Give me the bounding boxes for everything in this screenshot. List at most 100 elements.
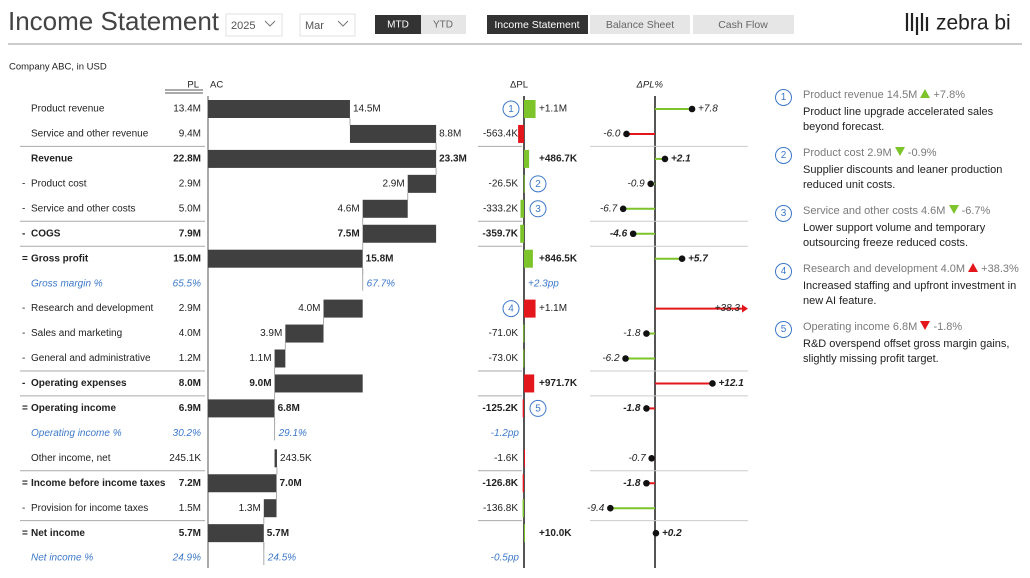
subtitle: Company ABC, in USD bbox=[9, 62, 107, 73]
row-label: Sales and marketing bbox=[31, 328, 122, 339]
dplp-label: -6.0 bbox=[603, 129, 621, 140]
tab[interactable] bbox=[693, 15, 794, 34]
ac-label: 5.7M bbox=[267, 528, 289, 539]
ac-bar bbox=[208, 249, 363, 268]
ac-label: 24.5% bbox=[267, 553, 296, 564]
row-prefix: = bbox=[22, 403, 28, 414]
ac-label: 9.0M bbox=[249, 378, 271, 389]
row-label: Product cost bbox=[31, 178, 87, 189]
comment-title: Service and other costs 4.6M -6.7% bbox=[803, 204, 1020, 219]
mtd-label: MTD bbox=[387, 20, 409, 31]
comment-body: Service and other costs 4.6M -6.7% Lower … bbox=[803, 204, 1020, 251]
dpl-bar bbox=[520, 199, 524, 218]
dplp-dot bbox=[622, 355, 629, 362]
dpl-label: -359.7K bbox=[482, 228, 518, 239]
dplp-label: -1.8 bbox=[623, 328, 641, 339]
trend-arrow bbox=[920, 89, 931, 98]
comment-delta: +7.8% bbox=[933, 89, 965, 101]
dplp-label: -1.8 bbox=[623, 478, 641, 489]
pl-value: 2.9M bbox=[179, 178, 201, 189]
comment-number: 4 bbox=[775, 263, 792, 280]
pl-value: 5.0M bbox=[179, 203, 201, 214]
pl-value: 8.0M bbox=[179, 378, 201, 389]
dplp-dot bbox=[629, 230, 637, 238]
dpl-bar bbox=[522, 399, 524, 418]
ac-label: 243.5K bbox=[280, 453, 312, 464]
row-label: Product revenue bbox=[31, 104, 105, 115]
trend-arrow-shape bbox=[894, 147, 905, 156]
ac-bar bbox=[274, 349, 286, 368]
dpl-bar bbox=[524, 149, 530, 168]
pl-value: 15.0M bbox=[173, 253, 201, 264]
dpl-label: -1.6K bbox=[494, 453, 518, 464]
ac-bar bbox=[362, 199, 408, 218]
comment-heading: Operating income 6.8M bbox=[803, 321, 918, 333]
ac-label: 29.1% bbox=[278, 428, 307, 439]
mtd-button[interactable] bbox=[375, 15, 421, 34]
ac-label: 4.6M bbox=[337, 203, 359, 214]
chevron bbox=[264, 20, 276, 27]
comment-delta: -6.7% bbox=[961, 205, 991, 217]
ac-label: 7.5M bbox=[337, 228, 359, 239]
tab-label: Income Statement bbox=[494, 19, 579, 31]
ac-bar bbox=[349, 124, 437, 143]
comment-title: Research and development 4.0M +38.3% bbox=[803, 262, 1020, 277]
pl-value: 4.0M bbox=[179, 328, 201, 339]
ac-bar bbox=[407, 174, 437, 193]
row-label: General and administrative bbox=[31, 353, 151, 364]
pl-value: 22.8M bbox=[173, 154, 201, 165]
comment: 3 Service and other costs 4.6M -6.7% Lower… bbox=[775, 204, 1020, 251]
tab[interactable] bbox=[590, 15, 690, 34]
comment: 4 Research and development 4.0M +38.3% Inc… bbox=[775, 262, 1020, 309]
ytd-button[interactable] bbox=[421, 15, 466, 34]
note-number: 4 bbox=[508, 304, 514, 315]
ac-label: 15.8M bbox=[366, 253, 394, 264]
page-title: Income Statement bbox=[8, 6, 220, 36]
ac-label: 67.7% bbox=[367, 278, 395, 289]
dplp-label: -0.9 bbox=[627, 178, 645, 189]
ac-label: 1.3M bbox=[239, 503, 261, 514]
dpl-label: +486.7K bbox=[539, 154, 578, 165]
dplp-label: -1.8 bbox=[623, 403, 641, 414]
dpl-bar bbox=[518, 124, 524, 143]
comment-heading: Product cost 2.9M bbox=[803, 147, 892, 159]
dplp-dot bbox=[652, 529, 660, 537]
pl-value: 30.2% bbox=[173, 428, 201, 439]
row-prefix: = bbox=[22, 528, 28, 539]
dplp-dot bbox=[643, 479, 650, 487]
ac-label: 7.0M bbox=[280, 478, 302, 489]
month-dropdown[interactable] bbox=[299, 13, 356, 37]
ac-label: 1.1M bbox=[249, 353, 271, 364]
ac-label: 6.8M bbox=[278, 403, 300, 414]
column-header: ΔPL% bbox=[636, 80, 664, 91]
row-label: Other income, net bbox=[31, 453, 111, 464]
dplp-dot bbox=[643, 405, 650, 412]
row-label: Service and other costs bbox=[31, 203, 136, 214]
row-label: Net income bbox=[31, 528, 85, 539]
dplp-dot bbox=[619, 205, 627, 213]
dpl-label: -1.2pp bbox=[491, 428, 520, 439]
comment-number: 3 bbox=[775, 205, 792, 222]
dpl-bar bbox=[524, 524, 525, 543]
comment-body: Product revenue 14.5M +7.8% Product line … bbox=[803, 88, 1020, 135]
comment-title: Product cost 2.9M -0.9% bbox=[803, 146, 1020, 161]
comment-title: Product revenue 14.5M +7.8% bbox=[803, 88, 1020, 103]
trend-arrow bbox=[894, 147, 905, 156]
ac-bar bbox=[208, 399, 275, 418]
dpl-bar bbox=[522, 474, 524, 493]
note-marker bbox=[529, 200, 547, 218]
year-dropdown[interactable] bbox=[225, 13, 283, 37]
dpl-bar bbox=[524, 374, 535, 393]
dplp-label: -6.7 bbox=[600, 203, 618, 214]
chevron bbox=[337, 20, 349, 27]
tab[interactable] bbox=[487, 15, 588, 34]
dpl-label: -126.8K bbox=[482, 478, 518, 489]
dplp-label: +7.8 bbox=[698, 104, 718, 115]
pl-value: 24.9% bbox=[172, 553, 201, 564]
row-prefix: - bbox=[22, 178, 25, 189]
row-prefix: - bbox=[22, 228, 25, 239]
dplp-dot bbox=[623, 130, 630, 138]
comment-number: 2 bbox=[775, 147, 792, 164]
